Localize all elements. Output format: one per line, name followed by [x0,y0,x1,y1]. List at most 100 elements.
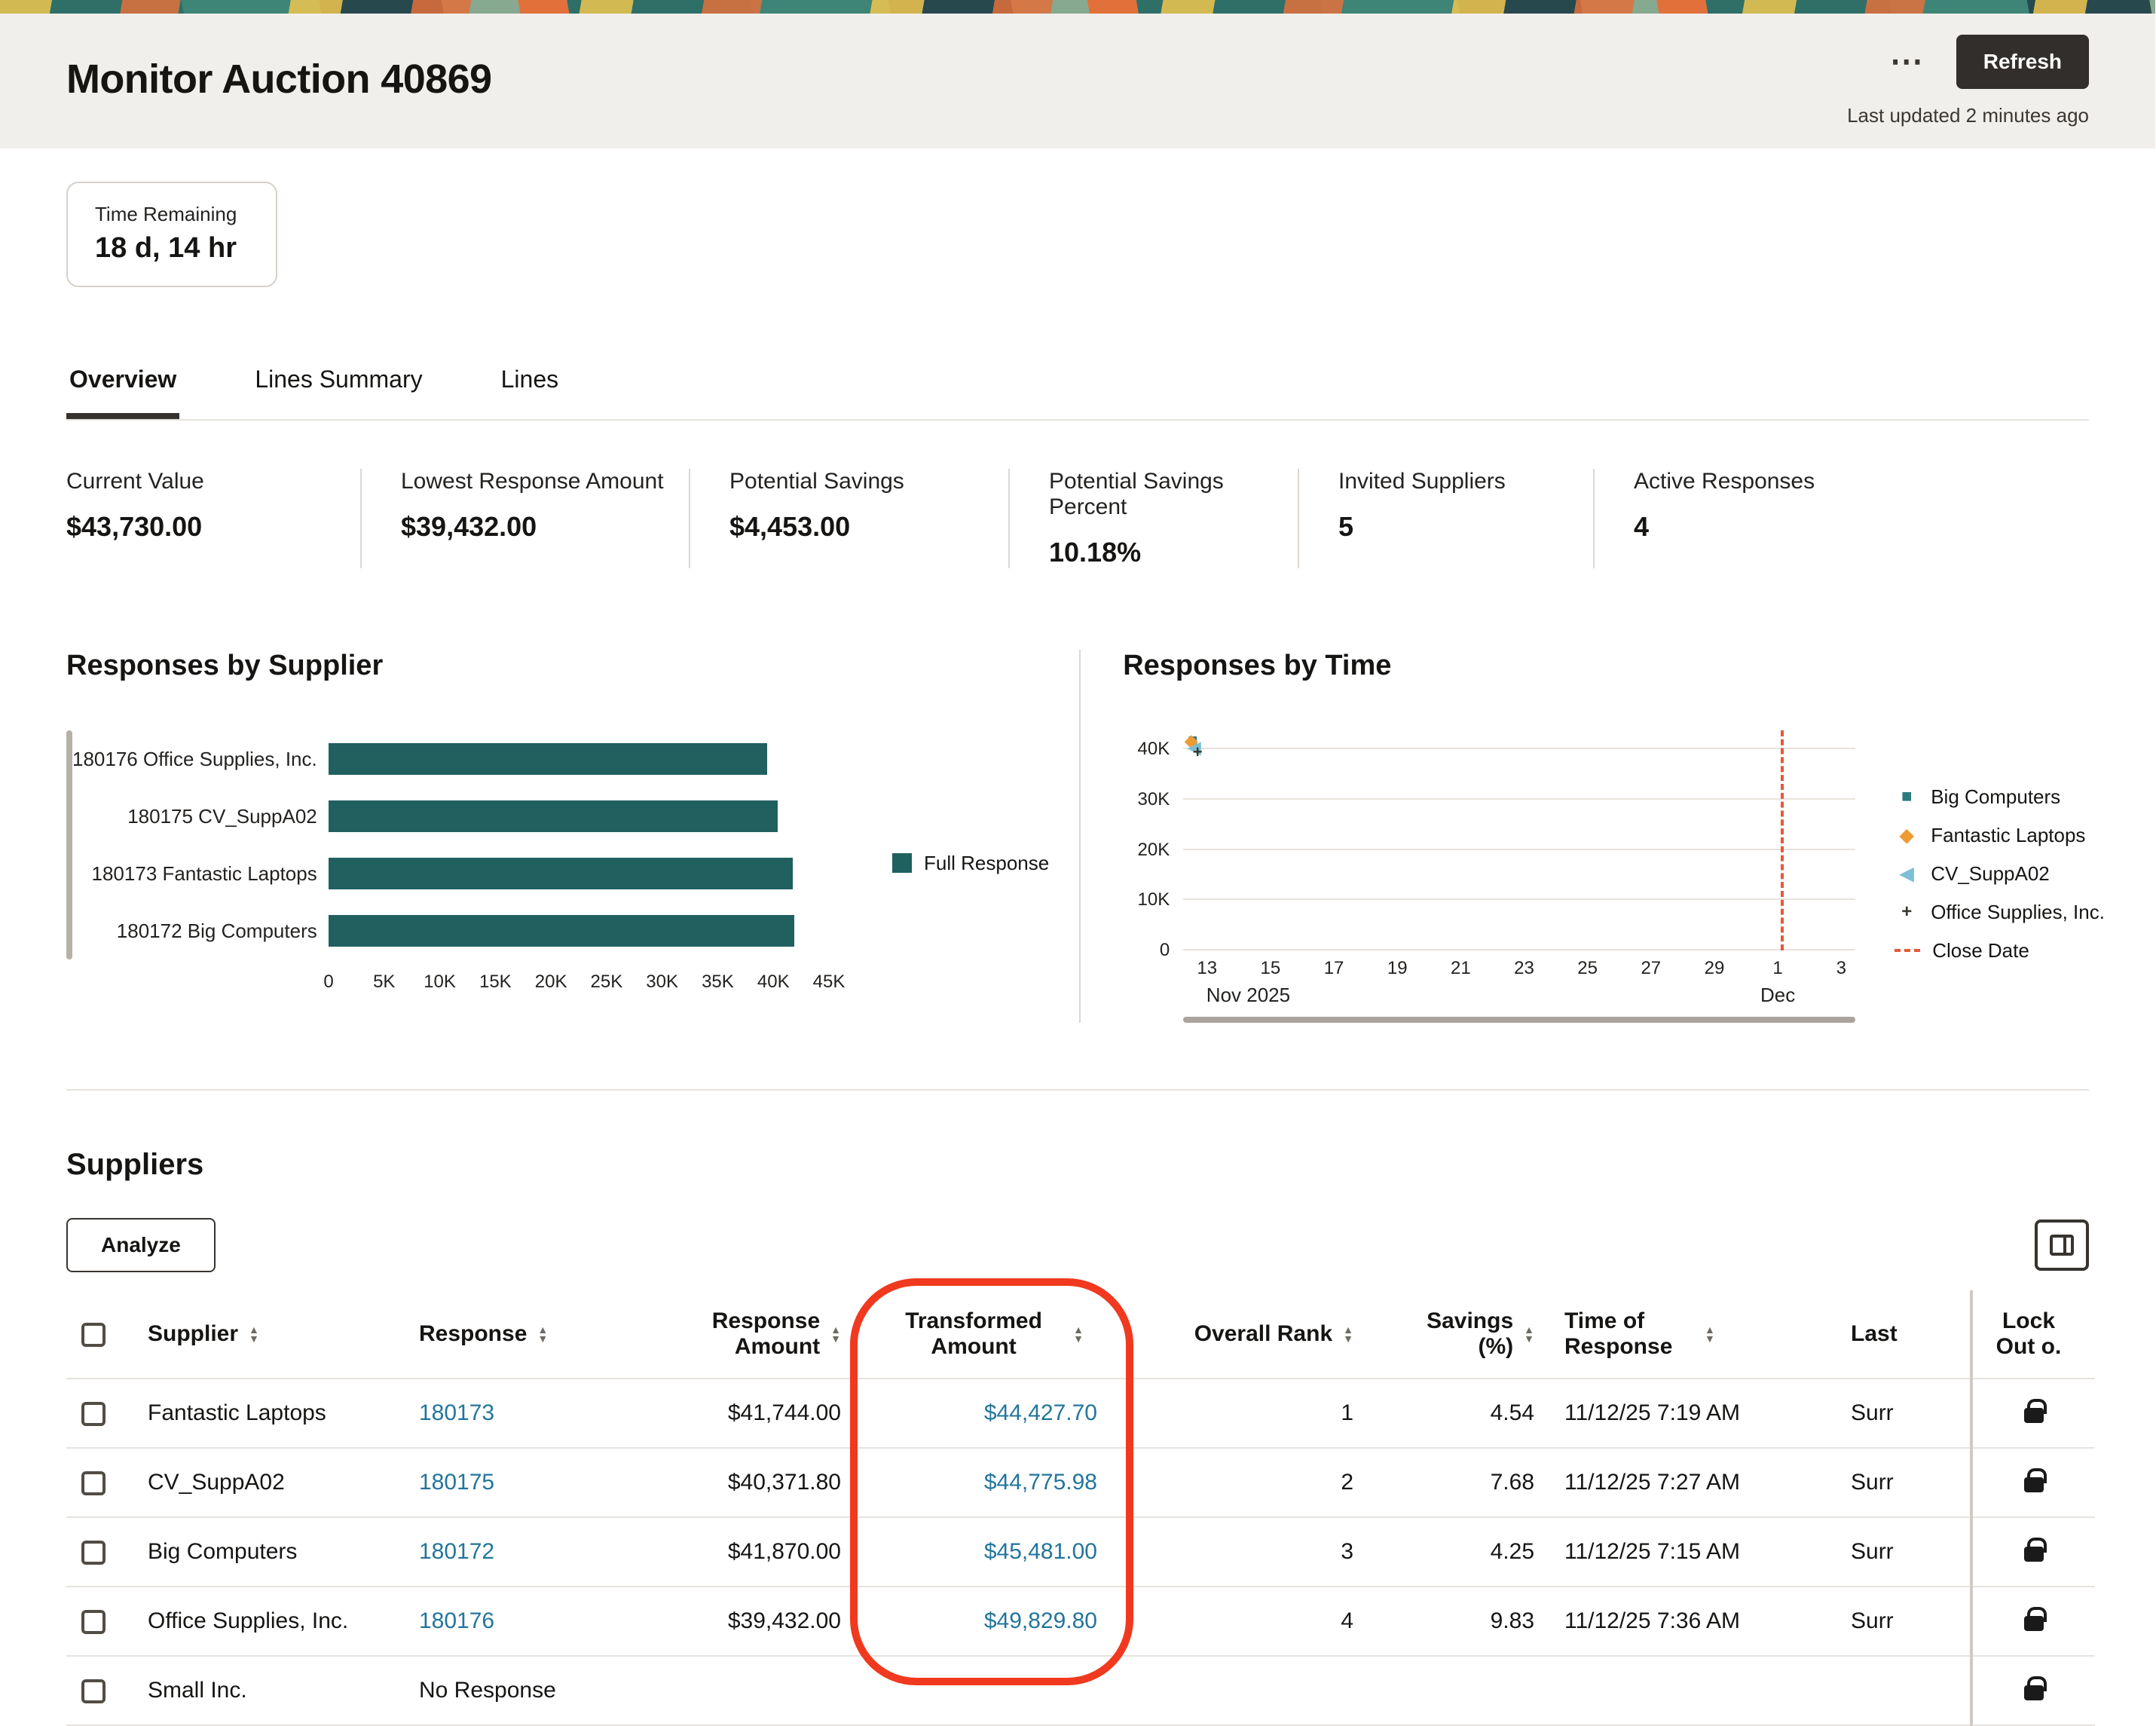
time-xaxis-ticks: 13 15 17 19 21 23 25 27 29 1 3 [1197,958,1846,978]
stat-value: 4 [1634,511,1650,542]
transformed-amount-link[interactable]: $44,775.98 [983,1470,1097,1495]
legend-label: Fantastic Laptops [1931,823,2086,846]
tab-overview[interactable]: Overview [66,353,180,419]
table-row: Fantastic Laptops 180173 $41,744.00 $44,… [66,1379,2095,1449]
cell-response: 180176 [404,1587,600,1657]
column-header-transformed-amount[interactable]: Transformed Amount ▲ ▼ [856,1290,1112,1379]
cell-time-of-response: 11/12/25 7:36 AM [1549,1587,1836,1657]
cell-savings: 7.68 [1369,1448,1549,1518]
summary-stats: Current Value $43,730.00 Lowest Response… [66,469,2089,568]
legend-item: ◀ CV_SuppA02 [1895,862,2105,886]
tab-lines-summary[interactable]: Lines Summary [255,366,423,393]
column-header-supplier[interactable]: Supplier ▲ ▼ [133,1290,404,1379]
column-header-overall-rank[interactable]: Overall Rank ▲ ▼ [1112,1290,1369,1379]
refresh-button[interactable]: Refresh [1956,35,2089,89]
chart-title: Responses by Time [1123,650,1392,681]
sort-icon[interactable]: ▲ ▼ [1524,1324,1534,1345]
cell-time-of-response: 11/12/25 7:27 AM [1549,1448,1836,1518]
responses-by-supplier-chart: Responses by Supplier 180176 Office Supp… [66,650,1079,1023]
sort-icon[interactable]: ▲ ▼ [830,1324,841,1345]
stat-active-responses: Active Responses 4 [1593,469,2089,568]
more-actions-button[interactable]: ⋯ [1881,42,1932,81]
legend-item: ■ Big Computers [1895,785,2105,809]
column-header-response-amount[interactable]: Response Amount ▲ ▼ [600,1290,856,1379]
sort-icon[interactable]: ▲ ▼ [1705,1324,1715,1345]
columns-panel-icon [2050,1235,2074,1256]
suppliers-title: Suppliers [66,1148,204,1181]
time-chart-legend: ■ Big Computers ◆ Fantastic Laptops ◀ CV… [1895,724,2105,1023]
cell-overall-rank [1112,1656,1369,1726]
table-row: Small Inc. No Response [66,1656,2095,1726]
sort-icon[interactable]: ▲ ▼ [537,1324,549,1345]
response-link[interactable]: 180176 [419,1608,495,1633]
data-point: ■ [1188,730,1198,749]
cell-transformed-amount: $45,481.00 [856,1517,1112,1587]
cell-savings: 9.83 [1369,1587,1549,1657]
row-checkbox[interactable] [81,1679,106,1704]
table-columns-button[interactable] [2035,1220,2089,1271]
legend-label: Big Computers [1931,785,2061,808]
suppliers-table: Supplier ▲ ▼ Response ▲ ▼ Response Amount ▲ ▼ … [66,1290,2095,1726]
legend-label: Full Response [924,851,1050,874]
cell-response-amount: $41,870.00 [600,1517,856,1587]
column-header-lock-out[interactable]: Lock Out o. [1970,1290,2095,1379]
cell-transformed-amount: $44,427.70 [856,1379,1112,1449]
legend-marker-icon: ◆ [1899,825,1914,846]
cell-supplier: Big Computers [133,1517,404,1587]
bar [329,858,793,889]
stat-label: Lowest Response Amount [401,469,664,494]
cell-time-of-response: 11/12/25 7:15 AM [1549,1517,1836,1587]
close-date-line [1781,730,1784,950]
ellipsis-icon: ⋯ [1889,43,1923,80]
data-point: + [1192,742,1203,762]
bar-chart-y-axis [66,730,72,959]
cell-overall-rank: 4 [1112,1587,1369,1657]
legend-marker-icon: ■ [1901,786,1913,806]
analyze-button[interactable]: Analyze [66,1218,216,1272]
column-header-savings[interactable]: Savings (%) ▲ ▼ [1369,1290,1549,1379]
row-checkbox[interactable] [81,1610,106,1635]
stat-value: $43,730.00 [66,511,203,542]
legend-item: ◆ Fantastic Laptops [1895,824,2105,847]
row-checkbox[interactable] [81,1541,106,1565]
transformed-amount-link[interactable]: $44,427.70 [983,1400,1097,1425]
column-header-time-of-response[interactable]: Time of Response ▲ ▼ [1549,1290,1836,1379]
legend-marker-icon: + [1901,901,1913,922]
time-plot: ■ ◆ ◀ + [1183,724,1856,950]
data-point: ◀ [1188,737,1201,757]
row-checkbox[interactable] [81,1471,106,1496]
legend-swatch [892,853,912,873]
cell-response: 180175 [404,1448,600,1518]
lock-icon [2024,1468,2047,1492]
select-all-checkbox[interactable] [81,1323,106,1348]
sort-icon[interactable]: ▲ ▼ [1343,1324,1353,1345]
last-updated-text: Last updated 2 minutes ago [1847,104,2089,127]
cell-lock [1970,1517,2095,1587]
column-header-response[interactable]: Response ▲ ▼ [404,1290,600,1379]
suppliers-table-wrap: Supplier ▲ ▼ Response ▲ ▼ Response Amount ▲ ▼ … [66,1278,2095,1726]
bar [329,743,767,775]
tab-lines[interactable]: Lines [500,366,559,393]
time-remaining-value: 18 d, 14 hr [95,232,237,264]
cell-lock [1970,1379,2095,1449]
response-link[interactable]: 180172 [419,1539,495,1564]
column-header-last[interactable]: Last [1836,1290,1971,1379]
stat-value: $4,453.00 [729,511,851,542]
transformed-amount-link[interactable]: $49,829.80 [983,1608,1097,1633]
cell-last [1836,1656,1971,1726]
stat-label: Active Responses [1634,469,1815,494]
cell-lock [1970,1587,2095,1657]
close-date-dash-icon [1895,949,1921,952]
table-row: Office Supplies, Inc. 180176 $39,432.00 … [66,1587,2095,1657]
legend-label: Office Supplies, Inc. [1931,900,2105,923]
bar [329,915,794,947]
response-link[interactable]: 180175 [419,1470,495,1495]
sort-icon[interactable]: ▲ ▼ [1073,1324,1084,1345]
sort-icon[interactable]: ▲ ▼ [249,1324,259,1345]
cell-supplier: Small Inc. [133,1656,404,1726]
response-link[interactable]: 180173 [419,1400,495,1425]
cell-response: No Response [404,1656,600,1726]
bar-xaxis-ticks: 0 5K 10K 15K 20K 25K 30K 35K 40K 45K [323,972,846,992]
row-checkbox[interactable] [81,1402,106,1427]
transformed-amount-link[interactable]: $45,481.00 [983,1539,1097,1564]
